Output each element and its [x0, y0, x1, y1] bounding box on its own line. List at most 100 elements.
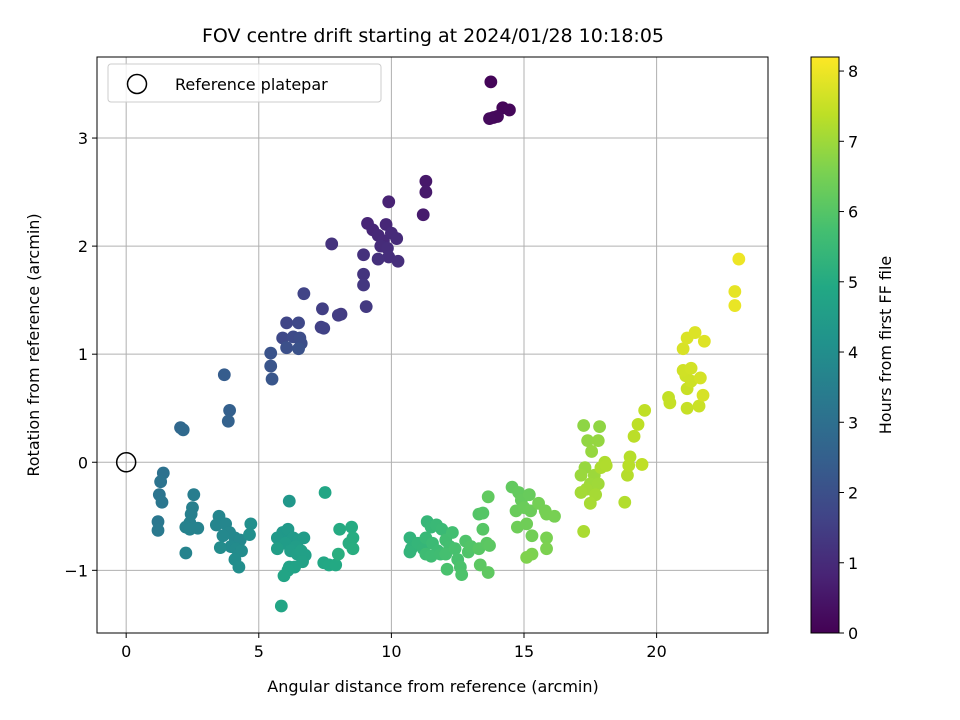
y-tick-label: 1 [78, 345, 88, 364]
colorbar-tick-label: 5 [848, 273, 858, 292]
data-point [280, 316, 294, 330]
data-point [638, 403, 652, 417]
data-point [697, 334, 711, 348]
data-point [232, 560, 246, 574]
legend-box [107, 63, 382, 103]
legend-label: Reference platepar [175, 75, 328, 94]
data-point [627, 429, 641, 443]
data-point [243, 528, 256, 542]
data-point [688, 326, 702, 339]
data-point [346, 542, 360, 556]
data-point [209, 518, 223, 532]
data-point [483, 112, 496, 125]
data-point [270, 542, 284, 556]
data-point [618, 495, 632, 509]
reference-platepar-marker [115, 452, 137, 473]
data-point [329, 558, 343, 572]
data-point [439, 547, 453, 561]
data-point [676, 342, 690, 356]
data-point [577, 419, 591, 432]
y-tick-label: −1 [64, 561, 88, 580]
data-point [728, 285, 742, 298]
data-point [585, 445, 599, 458]
data-point [264, 346, 278, 360]
data-point [520, 517, 534, 531]
chart-title: FOV centre drift starting at 2024/01/28 … [202, 25, 664, 47]
data-point [244, 517, 258, 531]
x-tick-label: 15 [514, 642, 534, 661]
data-point [540, 542, 553, 556]
data-point [187, 488, 201, 502]
data-point [276, 331, 290, 345]
data-point [325, 237, 339, 251]
data-point [621, 468, 634, 482]
data-point [631, 418, 645, 431]
data-point [693, 371, 707, 385]
data-point [696, 388, 710, 402]
data-point [155, 495, 169, 509]
data-point [591, 434, 605, 448]
colorbar-tick-label: 1 [848, 554, 858, 573]
data-point [473, 558, 487, 572]
data-point [419, 185, 433, 199]
data-point [403, 545, 417, 559]
data-point [581, 434, 595, 448]
data-point [680, 401, 694, 415]
data-point [574, 468, 588, 482]
data-point [599, 459, 613, 472]
data-point [728, 299, 742, 312]
data-point [577, 525, 591, 538]
x-tick-label: 10 [381, 642, 401, 661]
data-point [522, 488, 536, 502]
data-point [292, 342, 305, 356]
colorbar-tick-label: 7 [848, 132, 858, 151]
y-tick-label: 2 [78, 237, 88, 256]
data-point [455, 568, 469, 582]
data-point [221, 414, 235, 428]
data-point [151, 523, 165, 537]
data-point [574, 486, 588, 499]
colorbar-label: Hours from first FF file [876, 256, 895, 435]
data-point [593, 420, 606, 433]
data-point [622, 459, 636, 472]
data-point [540, 531, 553, 545]
colorbar: 0 1 2 3 4 5 6 7 8 [810, 56, 858, 643]
data-point [282, 494, 296, 508]
data-point [357, 278, 370, 292]
data-point [548, 509, 561, 523]
data-point [591, 477, 605, 491]
data-point [264, 359, 278, 373]
data-point [476, 506, 490, 520]
data-point [481, 566, 495, 579]
data-point [331, 308, 345, 322]
x-tick-label: 0 [121, 642, 131, 661]
data-point [235, 544, 248, 558]
data-point [357, 248, 370, 262]
data-point [359, 300, 373, 314]
data-point [216, 529, 230, 543]
data-point [154, 475, 168, 489]
data-point [223, 403, 237, 417]
data-point [265, 372, 279, 386]
data-point [416, 208, 430, 222]
colorbar-tick-label: 8 [848, 62, 858, 81]
legend: Reference platepar [107, 63, 382, 103]
data-point [732, 252, 746, 266]
data-point [445, 526, 459, 539]
data-point [525, 529, 539, 543]
x-axis-label: Angular distance from reference (arcmin) [267, 677, 598, 696]
data-point [503, 103, 516, 117]
data-point [179, 546, 193, 560]
data-point [316, 302, 329, 316]
colorbar-tick-label: 2 [848, 484, 858, 503]
data-point [635, 458, 649, 471]
data-point [213, 541, 227, 555]
data-point [484, 75, 498, 89]
legend-reference-marker [126, 73, 148, 95]
colorbar-gradient [810, 56, 840, 634]
data-point [520, 550, 534, 564]
data-point [382, 195, 396, 209]
data-point [297, 287, 311, 301]
data-point [331, 547, 345, 561]
